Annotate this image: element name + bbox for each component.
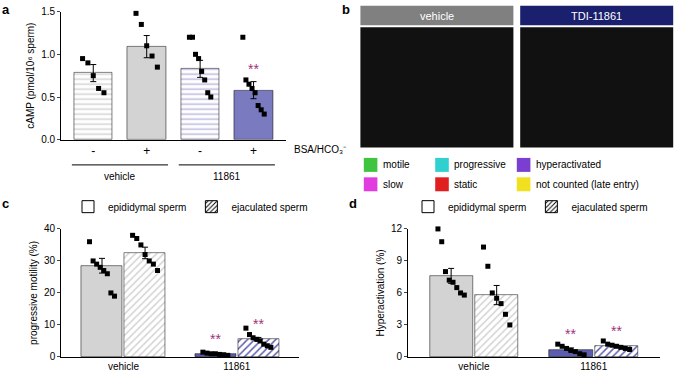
svg-text:0.5: 0.5 xyxy=(41,92,55,103)
svg-text:epididymal sperm: epididymal sperm xyxy=(108,202,186,213)
svg-text:a: a xyxy=(2,2,10,17)
svg-text:+: + xyxy=(143,144,150,158)
svg-text:**: ** xyxy=(253,316,264,332)
svg-text:0.0: 0.0 xyxy=(41,134,55,145)
svg-text:11861: 11861 xyxy=(223,361,251,372)
svg-text:ejaculated sperm: ejaculated sperm xyxy=(571,202,647,213)
svg-text:progressive: progressive xyxy=(454,159,506,170)
svg-text:motile: motile xyxy=(383,159,410,170)
svg-text:3: 3 xyxy=(396,319,402,330)
svg-text:slow: slow xyxy=(383,179,404,190)
svg-text:-: - xyxy=(91,144,95,158)
svg-text:TDI-11861: TDI-11861 xyxy=(571,10,622,22)
svg-text:12: 12 xyxy=(391,223,403,234)
svg-text:**: ** xyxy=(248,61,259,77)
svg-text:**: ** xyxy=(565,326,576,342)
svg-text:vehicle: vehicle xyxy=(458,361,490,372)
svg-text:**: ** xyxy=(210,331,221,347)
svg-text:6: 6 xyxy=(396,287,402,298)
svg-text:+: + xyxy=(250,144,257,158)
svg-text:ejaculated sperm: ejaculated sperm xyxy=(231,202,307,213)
svg-text:11861: 11861 xyxy=(580,361,608,372)
svg-text:30: 30 xyxy=(44,255,56,266)
svg-text:BSA/HCO₃⁻: BSA/HCO₃⁻ xyxy=(294,144,347,155)
svg-text:**: ** xyxy=(611,323,622,339)
svg-text:c: c xyxy=(2,196,9,211)
svg-text:d: d xyxy=(349,196,357,211)
svg-text:9: 9 xyxy=(396,255,402,266)
svg-text:vehicle: vehicle xyxy=(420,10,454,22)
svg-text:1.0: 1.0 xyxy=(41,49,55,60)
svg-text:-: - xyxy=(198,144,202,158)
svg-text:11861: 11861 xyxy=(213,171,241,182)
svg-text:vehicle: vehicle xyxy=(104,171,136,182)
svg-text:static: static xyxy=(454,179,477,190)
svg-text:0: 0 xyxy=(50,351,56,362)
svg-text:40: 40 xyxy=(44,223,56,234)
svg-text:not counted (late entry): not counted (late entry) xyxy=(536,179,639,190)
svg-text:progressive motility (%): progressive motility (%) xyxy=(28,241,39,345)
svg-text:20: 20 xyxy=(44,287,56,298)
svg-text:0: 0 xyxy=(396,351,402,362)
svg-text:cAMP (pmol/10⁶ sperm): cAMP (pmol/10⁶ sperm) xyxy=(25,23,36,129)
svg-text:1.5: 1.5 xyxy=(41,6,55,17)
svg-text:vehicle: vehicle xyxy=(108,361,140,372)
svg-text:hyperactivated: hyperactivated xyxy=(536,159,601,170)
svg-text:Hyperactivation (%): Hyperactivation (%) xyxy=(375,249,386,336)
svg-text:10: 10 xyxy=(44,319,56,330)
svg-text:b: b xyxy=(342,2,350,17)
svg-text:epididymal sperm: epididymal sperm xyxy=(448,202,526,213)
